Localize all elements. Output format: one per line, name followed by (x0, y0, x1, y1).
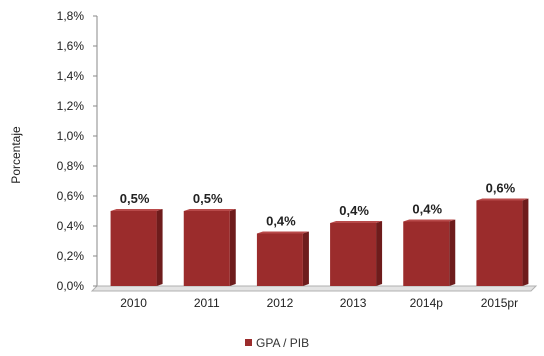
data-label: 0,4% (339, 203, 369, 218)
data-label: 0,6% (486, 181, 516, 196)
y-tick-label: 1,2% (57, 99, 85, 113)
legend-label: GPA / PIB (256, 336, 309, 350)
bar-2014p (403, 219, 456, 286)
bar-side (302, 231, 309, 286)
data-label: 0,4% (412, 202, 442, 217)
y-tick-label: 0,6% (57, 189, 85, 203)
bar-side (229, 209, 236, 286)
x-tick-label: 2012 (267, 296, 294, 310)
y-tick-label: 1,6% (57, 39, 85, 53)
data-label: 0,4% (266, 214, 296, 229)
x-tick-label: 2014p (410, 296, 444, 310)
y-tick-label: 0,2% (57, 249, 85, 263)
x-tick-label: 2011 (194, 296, 220, 310)
y-tick-label: 0,4% (57, 219, 85, 233)
legend: GPA / PIB (245, 336, 309, 350)
bar-2010 (110, 209, 163, 286)
bar-2013 (330, 221, 383, 286)
bar-top (476, 198, 529, 201)
bar-side (376, 221, 383, 286)
y-tick-label: 1,4% (57, 69, 85, 83)
bar-top (183, 209, 236, 211)
x-tick-label: 2013 (340, 296, 367, 310)
x-tick-label: 2015pr (481, 296, 518, 310)
data-label: 0,5% (193, 191, 223, 206)
y-tick-label: 1,0% (57, 129, 85, 143)
bar-front (256, 233, 303, 286)
y-tick-label: 0,8% (57, 159, 85, 173)
bar-front (403, 221, 450, 286)
chart-floor (90, 285, 538, 292)
y-tick-label: 0,0% (57, 279, 85, 293)
y-axis-title: Porcentaje (9, 126, 23, 184)
data-label: 0,5% (120, 191, 150, 206)
bar-front (183, 211, 230, 286)
legend-swatch (245, 339, 252, 346)
bar-2011 (183, 209, 236, 286)
bar-side (156, 209, 163, 286)
bar-side (449, 219, 456, 286)
bar-front (476, 200, 523, 286)
bar-front (110, 211, 157, 286)
bar-2015pr (476, 198, 529, 286)
bar-top (256, 231, 309, 234)
x-tick-label: 2010 (120, 296, 147, 310)
bar-top (403, 219, 456, 222)
bar-side (522, 198, 529, 286)
bar-top (110, 209, 163, 211)
bar-2012 (256, 231, 309, 286)
y-tick-label: 1,8% (57, 9, 85, 23)
bar-front (330, 223, 377, 286)
bar-top (330, 221, 383, 223)
